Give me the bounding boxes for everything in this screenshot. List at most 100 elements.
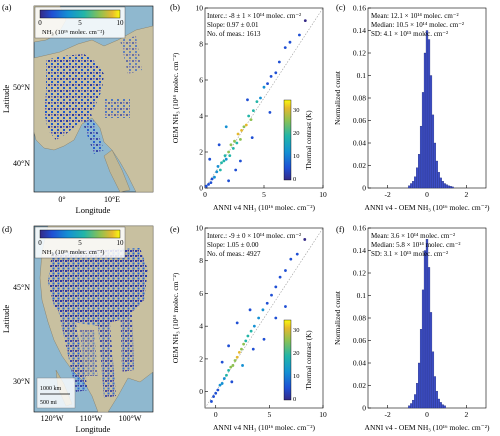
scatter-point bbox=[252, 324, 256, 328]
scatter-point bbox=[269, 75, 273, 78]
map-xlabel: Longitude bbox=[76, 424, 111, 434]
map-ylabel: Latitude bbox=[1, 305, 11, 334]
scatter-xlabel: ANNI v4 NH₃ (10¹⁶ molec. cm⁻²) bbox=[213, 203, 315, 212]
map-swath bbox=[56, 300, 88, 392]
scatter-point bbox=[231, 364, 235, 367]
map-colorbar-tick: 0 bbox=[38, 19, 42, 27]
hist-bar bbox=[419, 125, 423, 189]
map-colorbar-tick: 10 bbox=[117, 239, 125, 247]
hist-panel-c: (c) -2 0 2 0 0.02 0.04 0.06 0.08 0.1 0.12 0.14 0.16… bbox=[333, 2, 490, 212]
y-tick-label: 0 bbox=[199, 184, 203, 193]
scatter-point bbox=[303, 238, 307, 241]
scatter-point bbox=[235, 355, 239, 359]
x-tick-label: 0 bbox=[425, 190, 429, 199]
map-swath bbox=[60, 60, 104, 154]
map-xlabel: Longitude bbox=[76, 205, 111, 215]
scatter-colorbar-tick: 20 bbox=[293, 350, 300, 357]
scatter-point bbox=[228, 154, 232, 158]
hist-bar bbox=[445, 184, 448, 189]
scatter-point bbox=[231, 147, 235, 150]
scatter-colorbar-label: Thermal contrast (K) bbox=[305, 110, 313, 170]
scatter-point bbox=[216, 165, 220, 168]
x-tick-label: 0 bbox=[203, 190, 207, 199]
scatter-point bbox=[210, 400, 213, 403]
scatter-point bbox=[261, 308, 265, 312]
hist-bar bbox=[425, 239, 429, 409]
map-xtick: 100°W bbox=[119, 414, 142, 423]
hist-bar bbox=[423, 52, 427, 189]
scatter-point bbox=[227, 179, 231, 183]
hist-bar bbox=[431, 114, 435, 189]
y-tick-label: 6 bbox=[199, 76, 203, 85]
x-tick-label: 0 bbox=[425, 410, 429, 419]
y-tick-label: 0.02 bbox=[353, 161, 366, 170]
map-land-italy bbox=[103, 149, 131, 193]
hist-bar bbox=[429, 75, 433, 189]
scatter-point bbox=[229, 143, 233, 147]
map-ytick: 50°N bbox=[13, 83, 30, 92]
map-swath bbox=[80, 330, 98, 376]
scatter-point bbox=[220, 382, 224, 385]
scatter-point bbox=[220, 161, 223, 165]
y-tick-label: 0.16 bbox=[353, 4, 366, 13]
scatter-point bbox=[223, 154, 227, 158]
scatter-point bbox=[248, 308, 252, 312]
hist-bar bbox=[425, 30, 429, 189]
scatter-point bbox=[278, 275, 282, 279]
map-scalebar-label: 1000 km bbox=[40, 386, 62, 392]
y-tick-label: 2 bbox=[199, 148, 203, 157]
scatter-points bbox=[204, 227, 324, 409]
hist-bar bbox=[414, 176, 417, 189]
map-panel-d: (d) 0 5 10 NH₃ (10¹⁶ molec. cm⁻²) 1000 k… bbox=[1, 224, 154, 434]
scatter-point bbox=[246, 98, 249, 102]
scatter-colorbar-tick: 10 bbox=[293, 153, 300, 160]
scatter-point bbox=[218, 168, 222, 172]
scatter-point bbox=[249, 329, 253, 333]
hist-annotation: Mean: 12.1 × 10¹⁴ molec. cm⁻² bbox=[371, 12, 459, 20]
scatter-annotation: No. of meas.: 4927 bbox=[207, 250, 261, 258]
scatter-point bbox=[236, 132, 240, 136]
hist-bar bbox=[431, 351, 435, 409]
scatter-annotation: No. of meas.: 1613 bbox=[207, 30, 261, 38]
x-tick-label: 2 bbox=[464, 190, 468, 199]
y-tick-label: 0.02 bbox=[353, 381, 366, 390]
map-xtick: 10°E bbox=[104, 195, 120, 204]
scatter-point bbox=[227, 150, 231, 154]
hist-bar bbox=[417, 154, 421, 189]
hist-axes: -2 0 2 0 0.02 0.04 0.06 0.08 0.1 0.12 0.14 0.16 bbox=[353, 224, 469, 420]
hist-bar bbox=[421, 92, 425, 189]
scatter-point bbox=[251, 109, 255, 112]
panel-label: (f) bbox=[336, 224, 345, 234]
y-tick-label: 6 bbox=[199, 289, 203, 298]
scatter-point bbox=[229, 365, 233, 369]
x-tick-label: 5 bbox=[262, 190, 266, 199]
scatter-point bbox=[298, 33, 301, 37]
scatter-point bbox=[270, 293, 273, 297]
scatter-point bbox=[240, 129, 243, 132]
hist-bar bbox=[427, 39, 431, 189]
scatter-point bbox=[239, 159, 242, 163]
scatter-frame bbox=[204, 7, 324, 189]
hist-bar bbox=[441, 404, 444, 409]
scatter-annotation: Slope: 1.05 ± 0.00 bbox=[207, 241, 259, 249]
scatter-panel-e: (e) 0 5 10 0 2 4 6 8 10 Interc.: -9 ± 0 × 10¹⁴ m… bbox=[170, 224, 327, 433]
scatter-annotation: Interc.: -9 ± 0 × 10¹⁴ molec. cm⁻² bbox=[207, 232, 301, 240]
scatter-point bbox=[209, 181, 213, 185]
scatter-point bbox=[233, 139, 236, 143]
hist-bar bbox=[449, 186, 452, 189]
scatter-point bbox=[217, 143, 221, 147]
scatter-point bbox=[207, 183, 210, 186]
hist-bar bbox=[441, 181, 444, 189]
map-ytick: 30°N bbox=[13, 377, 30, 386]
hist-panel-f: (f) -2 0 2 0 0.02 0.04 0.06 0.08 0.1 0.12 0.14 0.16… bbox=[333, 224, 490, 433]
scatter-colorbar-tick: 20 bbox=[293, 130, 300, 137]
map-panel-a: (a) 0 5 10 NH₃ (10¹⁶ molec. cm⁻²) 50°N 4… bbox=[1, 2, 154, 215]
hist-bar bbox=[435, 160, 438, 189]
scatter-colorbar-tick: 30 bbox=[293, 107, 300, 114]
scatter-point bbox=[239, 138, 242, 141]
hist-bar bbox=[419, 329, 423, 409]
hist-xlabel: ANNI v4 - OEM NH₃ (10¹⁶ molec. cm⁻²) bbox=[365, 203, 490, 212]
x-tick-label: 2 bbox=[464, 410, 468, 419]
x-tick-label: 0 bbox=[214, 410, 218, 419]
